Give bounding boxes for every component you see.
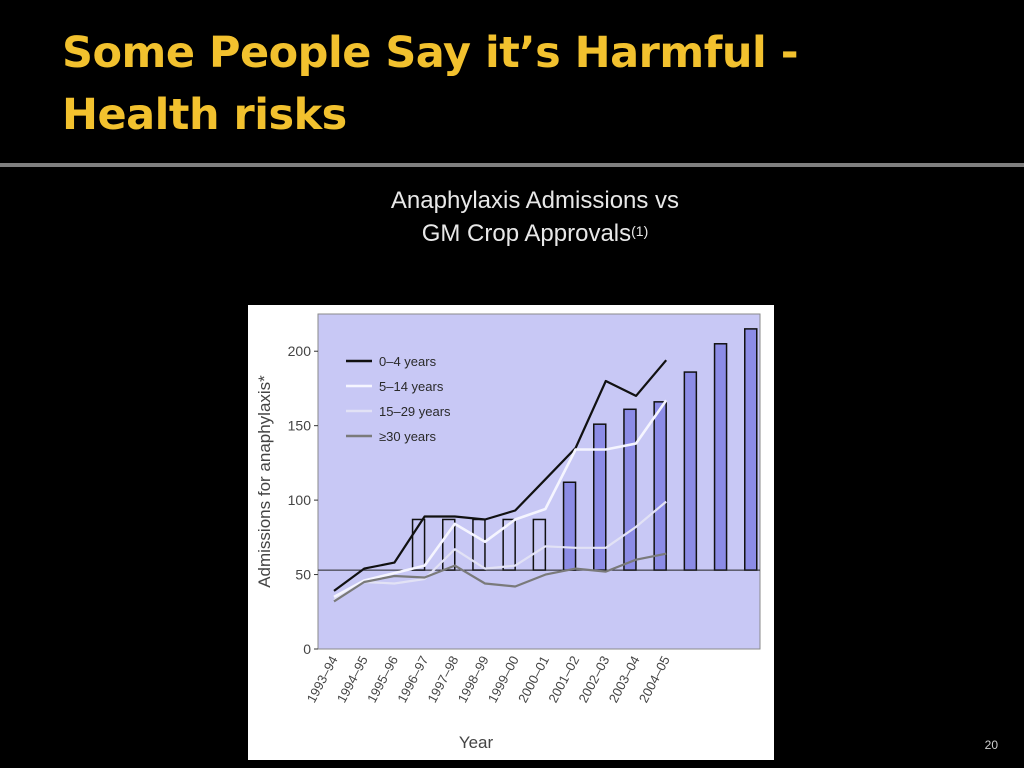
header-divider bbox=[0, 163, 1024, 167]
legend-label-2: 15–29 years bbox=[379, 404, 451, 419]
gm-approval-bar bbox=[562, 481, 577, 571]
slide-title: Some People Say it’s Harmful - Health ri… bbox=[62, 22, 962, 146]
y-tick-label: 200 bbox=[288, 343, 312, 359]
chart-title-line-2: GM Crop Approvals(1) bbox=[335, 217, 735, 250]
y-tick-label: 100 bbox=[288, 492, 312, 508]
y-tick-label: 50 bbox=[295, 567, 311, 583]
chart-subtitle-footnote: (1) bbox=[631, 223, 649, 239]
gm-approval-bar bbox=[744, 328, 758, 571]
series-line-0 bbox=[333, 359, 668, 592]
chart-panel: 0 50 100 150 200 0–4 years 5–14 years 15–29 yea… bbox=[248, 305, 774, 760]
chart-title-line-1: Anaphylaxis Admissions vs bbox=[390, 187, 680, 214]
page-number: 20 bbox=[984, 738, 998, 752]
legend-label-0: 0–4 years bbox=[379, 354, 437, 369]
series-line-2 bbox=[333, 500, 667, 601]
gm-approval-bar bbox=[623, 408, 637, 571]
x-axis-title: Year bbox=[459, 733, 494, 752]
series-line-3 bbox=[333, 552, 667, 603]
gm-approval-bar bbox=[713, 343, 728, 571]
y-axis-title: Admissions for anaphylaxis* bbox=[255, 375, 274, 588]
y-tick-label: 0 bbox=[303, 641, 311, 657]
slide-title-line-1: Some People Say it’s Harmful - bbox=[62, 28, 799, 78]
anaphylaxis-chart: 0 50 100 150 200 0–4 years 5–14 years 15–29 yea… bbox=[255, 313, 761, 752]
y-tick-label: 150 bbox=[288, 418, 312, 434]
legend-label-3: ≥30 years bbox=[379, 429, 436, 444]
legend-label-1: 5–14 years bbox=[379, 379, 444, 394]
chart-title: Anaphylaxis Admissions vs GM Crop Approv… bbox=[335, 184, 735, 250]
series-line-1 bbox=[333, 399, 668, 599]
gm-approval-bar bbox=[653, 401, 667, 571]
chart-subtitle: GM Crop Approvals bbox=[421, 220, 632, 247]
gm-approval-bar bbox=[683, 371, 698, 571]
slide-header: Some People Say it’s Harmful - Health ri… bbox=[0, 0, 1024, 160]
slide-title-line-2: Health risks bbox=[62, 90, 347, 140]
